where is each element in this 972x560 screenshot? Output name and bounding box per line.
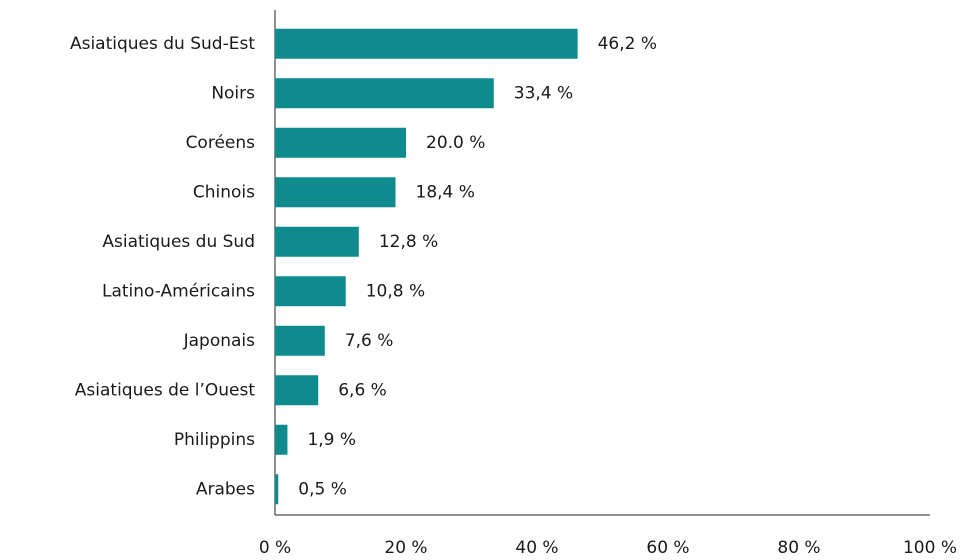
y-tick-label: Philippins — [174, 430, 255, 450]
bar — [275, 177, 396, 208]
y-tick-label: Japonais — [183, 331, 256, 351]
value-label: 10,8 % — [366, 281, 425, 301]
x-tick-label: 100 % — [903, 538, 957, 558]
value-label: 20.0 % — [426, 133, 485, 153]
bar — [275, 276, 346, 307]
value-label: 6,6 % — [338, 380, 387, 400]
bar — [275, 325, 325, 356]
y-tick-label: Latino-Américains — [102, 281, 255, 301]
x-tick-label: 60 % — [646, 538, 689, 558]
bar — [275, 78, 494, 109]
y-tick-label: Asiatiques du Sud — [102, 232, 255, 252]
y-tick-label: Noirs — [211, 83, 255, 103]
value-label: 33,4 % — [514, 83, 573, 103]
x-tick-label: 40 % — [515, 538, 558, 558]
y-tick-label: Asiatiques de l’Ouest — [75, 380, 256, 400]
y-tick-label: Coréens — [186, 133, 256, 153]
bar — [275, 375, 319, 406]
value-label: 1,9 % — [307, 430, 356, 450]
bar — [275, 127, 406, 158]
value-label: 0,5 % — [298, 479, 347, 499]
y-tick-label: Chinois — [193, 182, 255, 202]
value-label: 46,2 % — [598, 34, 657, 54]
value-label: 7,6 % — [345, 331, 394, 351]
bar — [275, 226, 359, 257]
x-tick-label: 20 % — [384, 538, 427, 558]
value-label: 18,4 % — [416, 182, 475, 202]
x-tick-label: 80 % — [777, 538, 820, 558]
y-tick-label: Asiatiques du Sud-Est — [70, 34, 255, 54]
bar — [275, 424, 288, 455]
x-tick-label: 0 % — [259, 538, 291, 558]
bar — [275, 474, 279, 505]
y-tick-label: Arabes — [196, 479, 255, 499]
bar — [275, 28, 578, 59]
value-label: 12,8 % — [379, 232, 438, 252]
